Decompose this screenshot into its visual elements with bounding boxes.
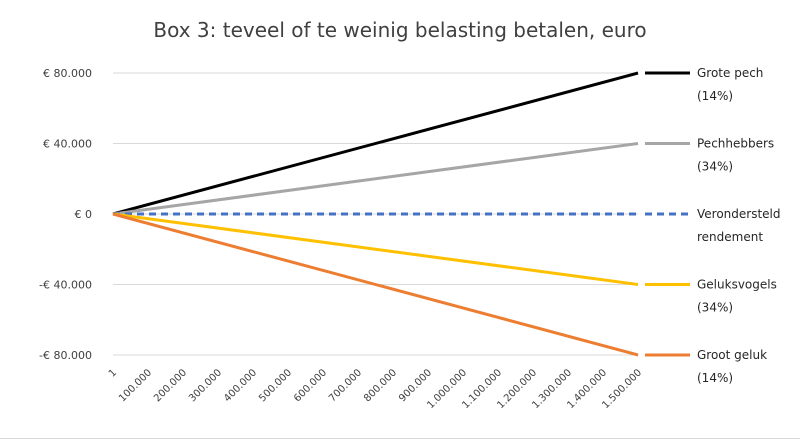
series-lines	[112, 71, 639, 357]
x-tick-label: 100.000	[117, 367, 154, 404]
legend-label-line2: (14%)	[697, 371, 733, 385]
y-tick-label: -€ 80.000	[39, 349, 92, 362]
legend-label: Groot geluk	[697, 348, 767, 362]
y-tick-label: € 40.000	[43, 138, 92, 151]
legend-label: Grote pech	[697, 66, 763, 80]
y-tick-label: € 80.000	[43, 67, 92, 80]
x-tick-label: 200.000	[152, 367, 189, 404]
legend-label: Verondersteld	[697, 207, 781, 221]
y-tick-label: -€ 40.000	[39, 279, 92, 292]
legend: Grote pech (14%) Pechhebbers (34%) Veronders…	[645, 66, 781, 385]
x-tick-label: 600.000	[292, 367, 329, 404]
series-line	[112, 212, 639, 286]
legend-label-line2: (34%)	[697, 160, 733, 174]
legend-label-line2: (34%)	[697, 301, 733, 315]
y-tick-label: € 0	[75, 208, 93, 221]
x-axis-ticks: 1100.000200.000300.000400.000500.000600.…	[107, 367, 644, 411]
legend-label-line2: (14%)	[697, 89, 733, 103]
series-line	[112, 142, 639, 216]
x-tick-label: 700.000	[327, 367, 364, 404]
chart-title: Box 3: teveel of te weinig belasting bet…	[153, 18, 647, 42]
legend-label: Geluksvogels	[697, 278, 777, 292]
bottom-divider	[0, 438, 800, 439]
y-axis-ticks: € 80.000 € 40.000 € 0 -€ 40.000 -€ 80.000	[39, 67, 92, 362]
x-tick-label: 800.000	[362, 367, 399, 404]
x-tick-label: 400.000	[222, 367, 259, 404]
legend-label: Pechhebbers	[697, 137, 774, 151]
x-tick-label: 300.000	[187, 367, 224, 404]
legend-label-line2: rendement	[697, 230, 763, 244]
series-line	[112, 212, 639, 357]
x-tick-label: 1	[107, 367, 119, 379]
series-line	[112, 71, 639, 216]
x-tick-label: 500.000	[257, 367, 294, 404]
